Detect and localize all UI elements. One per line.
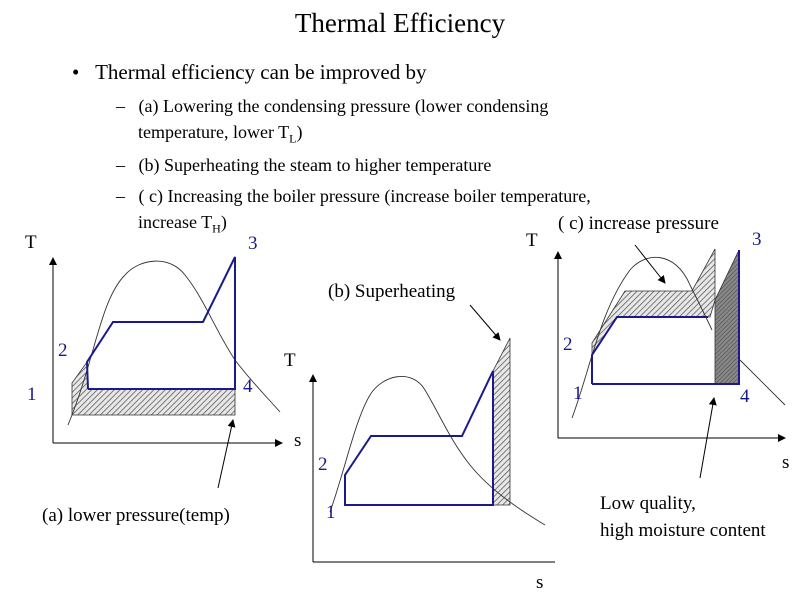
slide-title: Thermal Efficiency — [294, 8, 506, 38]
bullet-text: Thermal efficiency can be improved by — [95, 60, 427, 84]
axis-label-s-b: s — [536, 572, 544, 593]
hatched-region-c — [591, 248, 716, 357]
subbullet-b-line1: (b) Superheating the steam to higher tem… — [138, 155, 492, 175]
point-2-a: 2 — [58, 340, 68, 361]
axis-label-s-a: s — [294, 430, 302, 451]
arrow-a — [217, 419, 236, 489]
axis-label-T-a: T — [25, 232, 37, 253]
subscript: H — [212, 221, 221, 236]
hatched-region-b — [492, 337, 511, 506]
point-1-c: 1 — [573, 383, 583, 404]
cycle-c — [591, 250, 740, 385]
text: temperature, lower T — [138, 122, 290, 142]
subbullet-a: – (a) Lowering the condensing pressure (… — [116, 96, 549, 116]
subbullet-a-line1: (a) Lowering the condensing pressure (lo… — [138, 96, 549, 116]
subbullet-b: – (b) Superheating the steam to higher t… — [116, 155, 492, 175]
diagram-b — [309, 304, 555, 563]
text: ) — [220, 212, 227, 232]
caption-b: (b) Superheating — [328, 281, 456, 302]
note-c-line1: Low quality, — [600, 493, 696, 514]
point-2-c: 2 — [563, 334, 573, 355]
saturation-dome-a — [67, 260, 281, 426]
axis-label-T-b: T — [284, 350, 296, 371]
point-2-b: 2 — [318, 454, 328, 475]
caption-c: ( c) increase pressure — [558, 213, 719, 234]
subbullet-c-line2: increase TH) — [138, 212, 227, 237]
cycle-a — [85, 256, 236, 390]
diagram-a — [49, 256, 283, 489]
text: increase T — [138, 212, 213, 232]
dark-region-c — [714, 249, 740, 385]
point-3-c: 3 — [752, 229, 762, 250]
arrow-c-pressure — [634, 244, 666, 284]
point-1-b: 1 — [326, 502, 336, 523]
axis-label-s-c: s — [782, 452, 790, 473]
subscript: L — [289, 131, 297, 146]
cycle-b — [344, 370, 494, 506]
point-3-a: 3 — [248, 233, 258, 254]
point-4-a: 4 — [243, 376, 253, 397]
bullet-main: • Thermal efficiency can be improved by — [72, 60, 427, 84]
subbullet-c: – ( c) Increasing the boiler pressure (i… — [116, 186, 591, 206]
subbullet-c-line1: ( c) Increasing the boiler pressure (inc… — [138, 186, 591, 206]
arrow-b — [469, 304, 501, 341]
diagram-c — [554, 244, 786, 479]
axis-label-T-c: T — [526, 230, 538, 251]
point-4-c: 4 — [740, 386, 750, 407]
point-1-a: 1 — [27, 384, 37, 405]
caption-a: (a) lower pressure(temp) — [42, 505, 230, 526]
note-c-line2: high moisture content — [600, 520, 766, 541]
text: ) — [296, 122, 303, 142]
subbullet-a-line2: temperature, lower TL) — [138, 122, 302, 147]
arrow-c-moisture — [699, 397, 717, 479]
saturation-dome-b — [329, 375, 546, 526]
